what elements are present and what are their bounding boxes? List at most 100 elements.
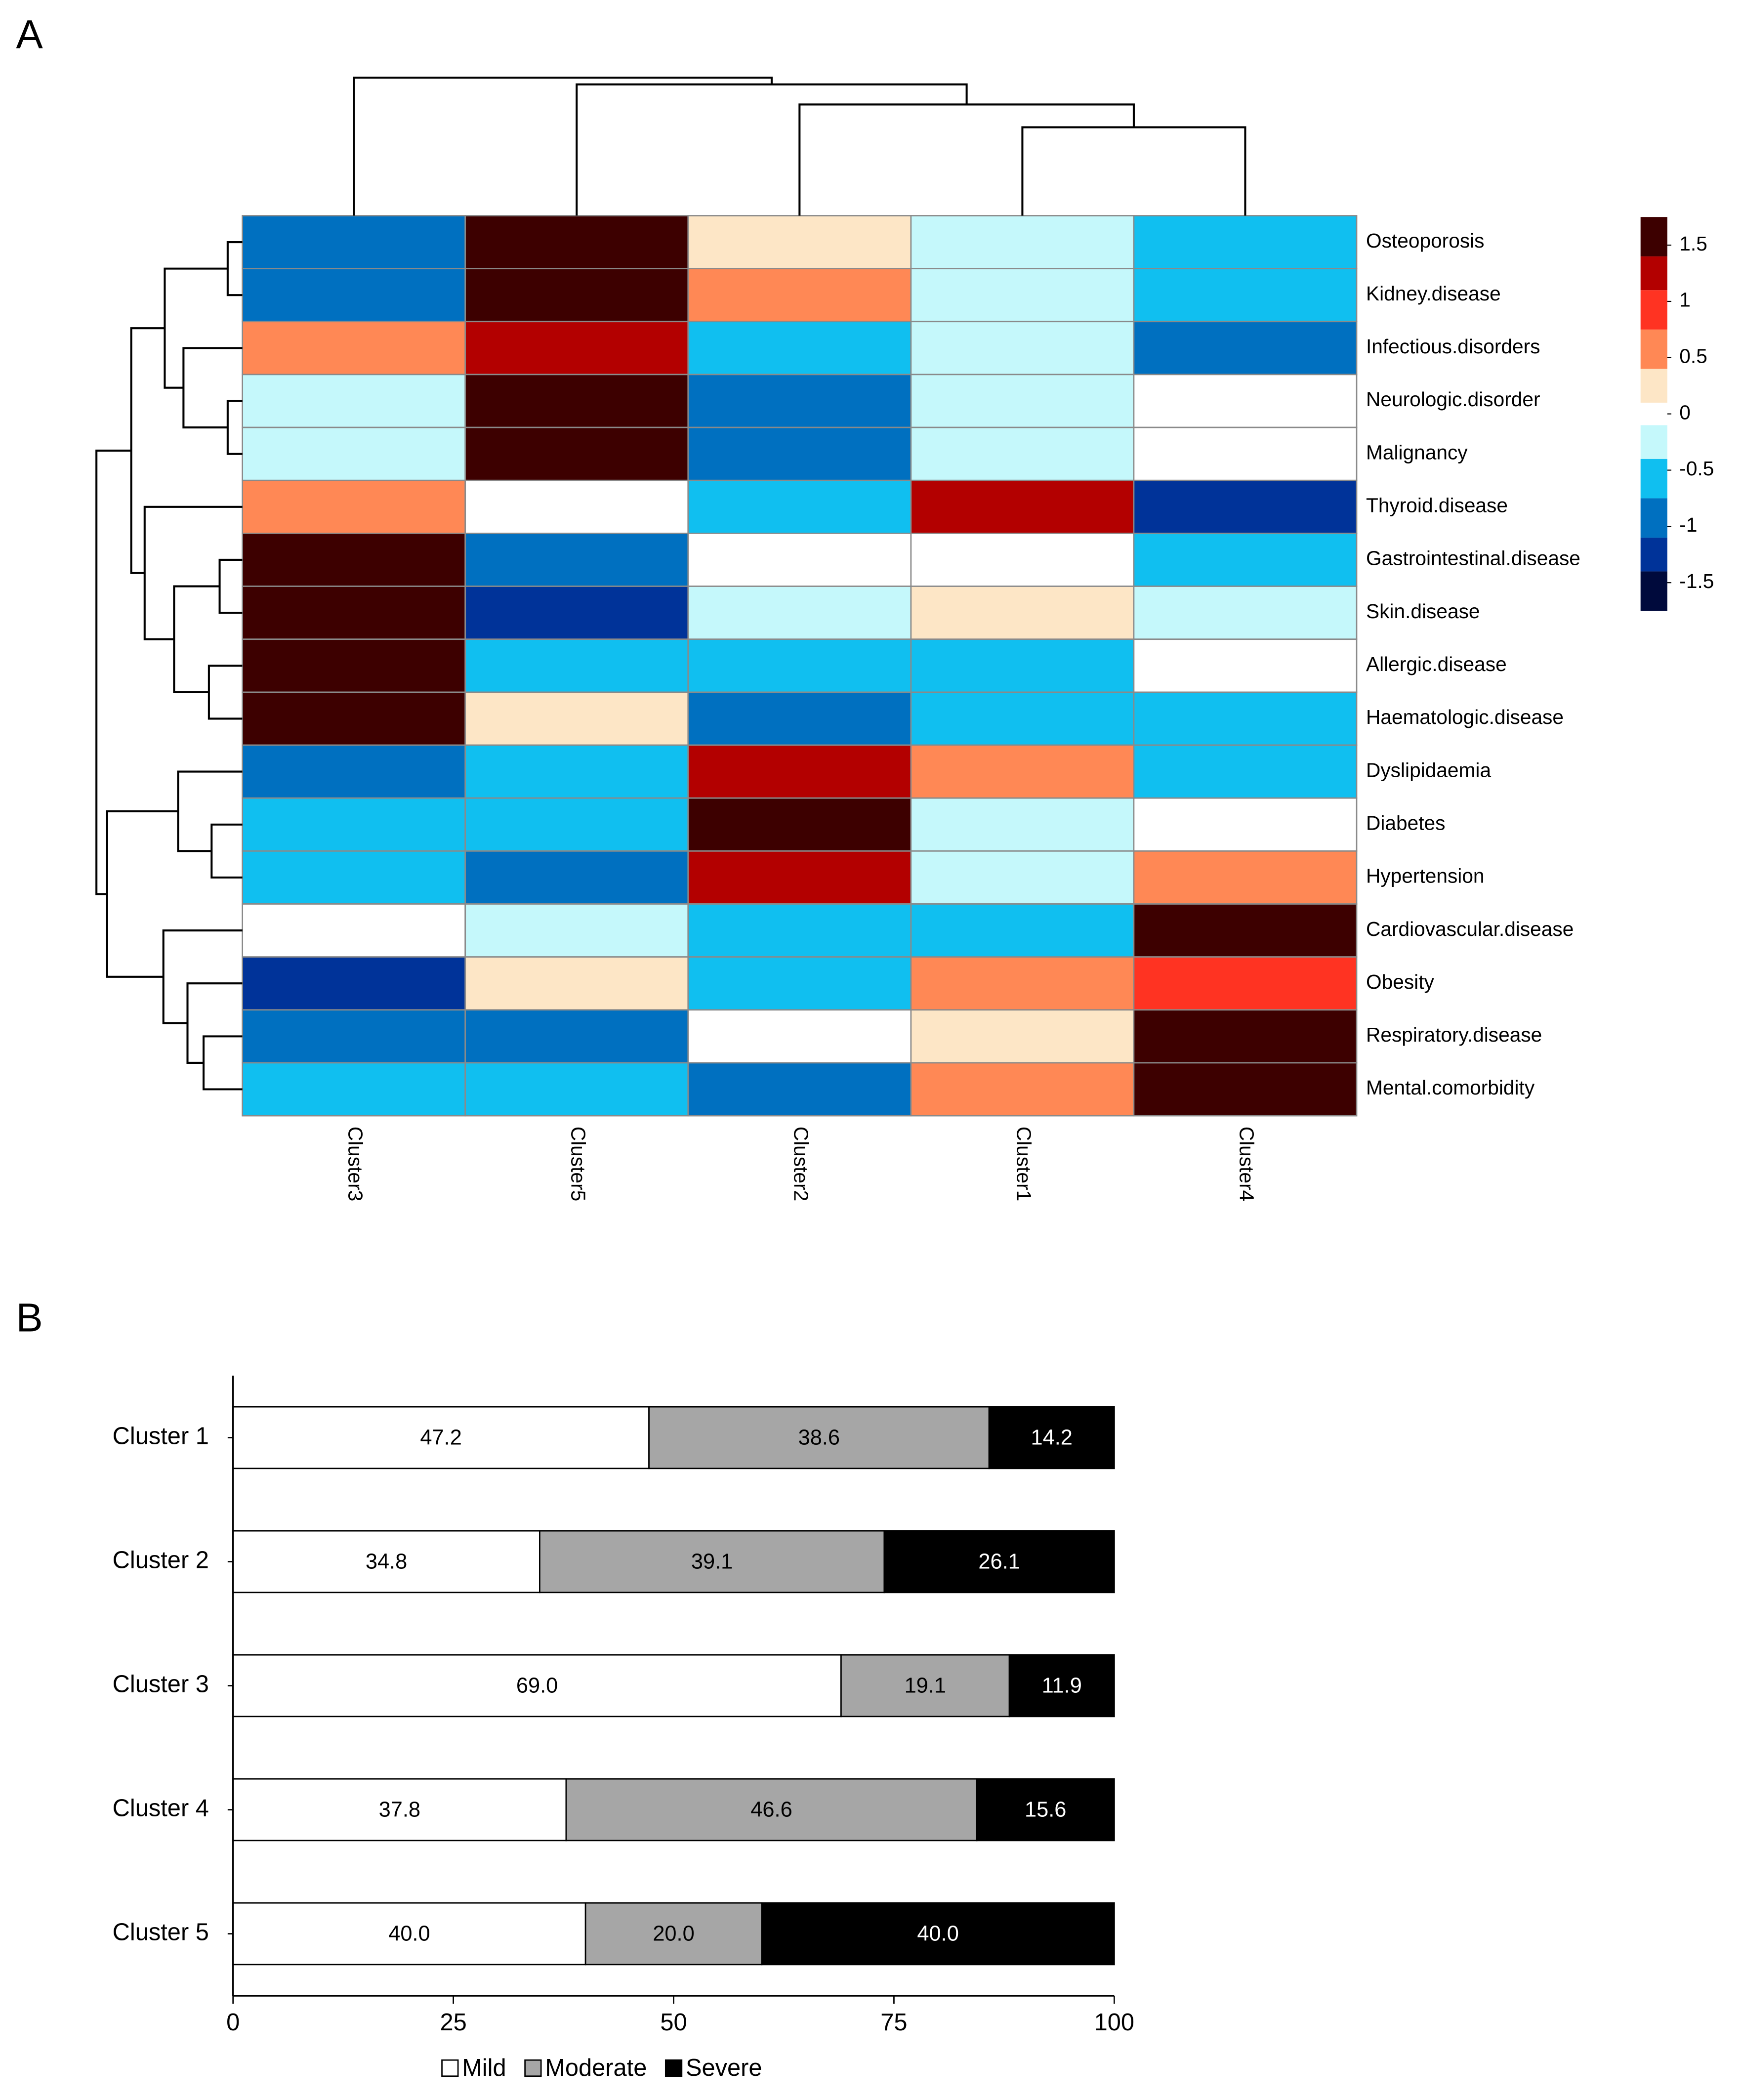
category-label: Cluster 3	[113, 1671, 209, 1697]
dendrogram-branch	[207, 665, 243, 720]
heatmap-cell	[464, 1009, 689, 1064]
dendrogram-branch	[210, 823, 243, 879]
heatmap-cell	[242, 479, 466, 534]
colorbar-bin	[1640, 290, 1667, 330]
heatmap-cell	[242, 586, 466, 640]
dendrogram-branch	[226, 400, 243, 455]
value-label: 14.2	[1031, 1426, 1073, 1450]
heatmap-cell	[1133, 215, 1358, 269]
bar-segment	[648, 1406, 990, 1470]
value-label: 20.0	[653, 1922, 694, 1946]
value-label: 39.1	[691, 1550, 733, 1574]
heatmap-cell	[910, 1062, 1135, 1117]
heatmap-cell	[910, 1009, 1135, 1064]
value-label: 19.1	[905, 1674, 946, 1698]
heatmap-cell	[687, 586, 912, 640]
heatmap-cell	[910, 586, 1135, 640]
colorbar-tick-label: 1.5	[1679, 232, 1707, 255]
bar-segment	[761, 1902, 1115, 1966]
heatmap-cell	[464, 586, 689, 640]
dendrogram-branch	[1021, 126, 1246, 216]
bar-segment	[1008, 1654, 1115, 1718]
value-label: 46.6	[750, 1798, 792, 1822]
row-label: Diabetes	[1366, 811, 1445, 834]
dendrogram-branch	[177, 770, 243, 852]
row-label: Malignancy	[1366, 441, 1468, 463]
heatmap-cell	[1133, 638, 1358, 693]
bar-segment	[883, 1530, 1115, 1594]
column-label: Cluster2	[790, 1127, 813, 1201]
heatmap-cell	[1133, 956, 1358, 1011]
dendrogram-branch	[173, 585, 220, 693]
heatmap-cell	[687, 533, 912, 587]
column-label: Cluster3	[344, 1127, 367, 1201]
heatmap-cell	[1133, 586, 1358, 640]
dendrogram-branch	[182, 347, 243, 429]
heatmap-cell	[910, 691, 1135, 746]
heatmap-cell	[464, 691, 689, 746]
row-label: Kidney.disease	[1366, 282, 1501, 305]
value-label: 40.0	[388, 1922, 430, 1946]
heatmap-cell	[1133, 321, 1358, 376]
heatmap-cell	[910, 374, 1135, 428]
heatmap-cell	[464, 374, 689, 428]
legend-label: Severe	[686, 2055, 762, 2081]
row-label: Respiratory.disease	[1366, 1023, 1542, 1046]
row-label: Allergic.disease	[1366, 653, 1507, 675]
heatmap-cell	[910, 797, 1135, 852]
value-label: 37.8	[379, 1798, 420, 1822]
heatmap-cell	[910, 903, 1135, 958]
heatmap-cell	[242, 956, 466, 1011]
heatmap-cell	[687, 691, 912, 746]
heatmap-cell	[242, 638, 466, 693]
value-label: 15.6	[1025, 1798, 1066, 1822]
heatmap-cell	[687, 1009, 912, 1064]
dendrogram-branch	[798, 103, 1135, 216]
heatmap-cell	[464, 956, 689, 1011]
heatmap-cell	[687, 321, 912, 376]
x-tick-label: 75	[880, 2009, 907, 2036]
heatmap-cell	[910, 479, 1135, 534]
heatmap-cell	[687, 744, 912, 799]
heatmap-cell	[910, 533, 1135, 587]
heatmap-cell	[242, 215, 466, 269]
heatmap-cell	[242, 321, 466, 376]
value-label: 47.2	[420, 1426, 461, 1450]
row-label: Infectious.disorders	[1366, 335, 1540, 358]
heatmap-cell	[1133, 850, 1358, 905]
colorbar-bin	[1640, 402, 1667, 425]
bar-segment	[232, 1654, 842, 1718]
heatmap-cell	[687, 479, 912, 534]
heatmap-cell	[464, 426, 689, 481]
category-label: Cluster 4	[113, 1795, 209, 1821]
column-label: Cluster4	[1236, 1127, 1258, 1201]
dendrogram-branch	[143, 505, 243, 640]
heatmap-cell	[910, 744, 1135, 799]
heatmap-cell	[1133, 1009, 1358, 1064]
heatmap-cell	[464, 1062, 689, 1117]
dendrogram-branch	[106, 810, 178, 978]
heatmap-cell	[242, 533, 466, 587]
row-label: Obesity	[1366, 970, 1435, 993]
value-label: 40.0	[917, 1922, 958, 1946]
heatmap-cell	[242, 1062, 466, 1117]
colorbar-bin	[1640, 538, 1667, 572]
row-label: Gastrointestinal.disease	[1366, 547, 1580, 570]
heatmap-cell	[242, 850, 466, 905]
dendrogram-branch	[130, 327, 165, 574]
heatmap-cell	[242, 268, 466, 323]
colorbar-bin	[1640, 571, 1667, 611]
colorbar-tick-label: -1	[1679, 513, 1697, 536]
bar-segment	[976, 1778, 1115, 1842]
heatmap-cell	[464, 850, 689, 905]
heatmap-cell	[1133, 903, 1358, 958]
dendrogram-branch	[353, 77, 773, 216]
heatmap-cell	[464, 744, 689, 799]
heatmap-cell	[1133, 744, 1358, 799]
heatmap-cell	[242, 744, 466, 799]
bar-segment	[988, 1406, 1115, 1470]
heatmap-cell	[910, 956, 1135, 1011]
bar-segment	[565, 1778, 978, 1842]
category-label: Cluster 5	[113, 1919, 209, 1945]
